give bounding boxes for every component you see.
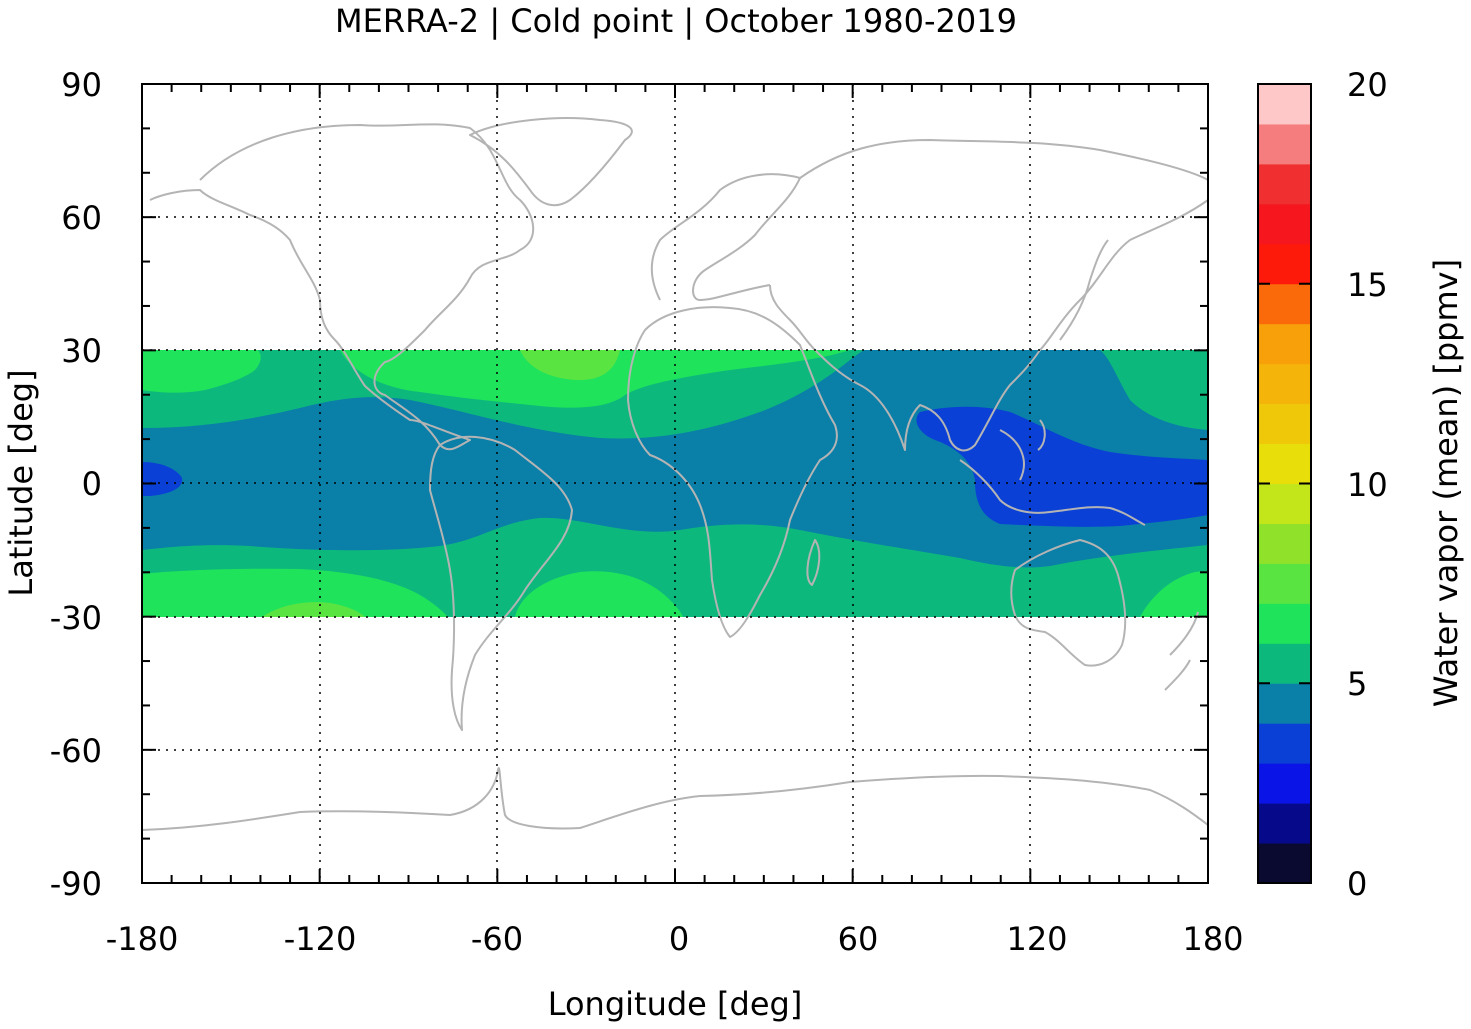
colorbar-swatch <box>1258 123 1311 165</box>
colorbar-swatch <box>1258 283 1311 325</box>
coastline-antarctica <box>141 767 1209 831</box>
colorbar-swatch <box>1258 843 1311 884</box>
colorbar-swatch <box>1258 803 1311 844</box>
colorbar-swatch <box>1258 163 1311 205</box>
water-vapor-field <box>142 350 1208 617</box>
x-tick-label: 180 <box>1182 920 1243 958</box>
coastline-greenland <box>469 117 633 207</box>
colorbar-swatch <box>1258 84 1311 125</box>
field-level-7-8-north-atlantic <box>520 350 620 381</box>
colorbar-swatch <box>1258 763 1311 804</box>
x-tick-label: 60 <box>838 920 879 958</box>
colorbar-swatch <box>1258 443 1311 484</box>
colorbar-tick-label: 0 <box>1347 865 1367 903</box>
colorbar-tick-label: 15 <box>1347 266 1388 304</box>
colorbar-swatch <box>1258 643 1311 684</box>
colorbar-swatch <box>1258 603 1311 644</box>
chart-title: MERRA-2 | Cold point | October 1980-2019 <box>335 2 1017 40</box>
colorbar-swatches <box>1258 84 1311 884</box>
coastlines <box>141 117 1209 831</box>
x-tick-label: -60 <box>471 920 523 958</box>
coastline-new-zealand <box>1164 611 1199 691</box>
coastline-north-america <box>149 123 535 451</box>
y-tick-label: -30 <box>50 599 102 637</box>
y-tick-label: 30 <box>61 332 102 370</box>
coastline-australia <box>1010 539 1127 667</box>
colorbar-swatch <box>1258 683 1311 724</box>
field-level-4-5-equatorial <box>142 350 1208 568</box>
field-level-6-7-south-west-pacific <box>1140 571 1208 617</box>
y-axis: 90 60 30 0 -30 -60 -90 Latitude [deg] <box>2 66 102 903</box>
x-tick-label: 120 <box>1006 920 1067 958</box>
field-level-6-7-south-pacific <box>142 568 448 617</box>
coastline-indonesia <box>959 419 1146 526</box>
field-level-3-4-dateline <box>142 462 183 496</box>
coastline-japan <box>1059 239 1109 341</box>
field-level-6-7-north-atlantic <box>340 350 850 408</box>
y-tick-label: -90 <box>50 865 102 903</box>
field-level-6-7-south-atlantic <box>515 571 683 617</box>
plot-area <box>141 83 1209 884</box>
colorbar-ticks <box>1258 282 1311 685</box>
grid-lines <box>142 84 1208 883</box>
colorbar-swatch <box>1258 243 1311 285</box>
colorbar-swatch <box>1258 723 1311 764</box>
colorbar-swatch <box>1258 403 1311 445</box>
colorbar-tick-label: 20 <box>1347 66 1388 104</box>
colorbar-swatch <box>1258 363 1311 405</box>
colorbar-tick-label: 5 <box>1347 665 1367 703</box>
minor-ticks <box>142 84 1208 883</box>
field-level-6-7-north-east-pacific <box>142 350 261 393</box>
colorbar-tick-label: 10 <box>1347 466 1388 504</box>
x-tick-label: -180 <box>106 920 179 958</box>
colorbar-swatch <box>1258 523 1311 564</box>
plot-frame <box>141 83 1209 884</box>
field-level-7-8-south-pacific <box>262 602 365 617</box>
colorbar-swatch <box>1258 563 1311 604</box>
x-tick-label: -120 <box>284 920 357 958</box>
colorbar-frame <box>1257 83 1312 884</box>
colorbar: 0 5 10 15 20 Water vapor (mean) [ppmv] <box>1257 66 1465 903</box>
coastline-europe <box>650 173 801 301</box>
x-tick-label: 0 <box>669 920 689 958</box>
coastline-south-america <box>429 435 573 731</box>
colorbar-swatch <box>1258 323 1311 365</box>
coastline-madagascar <box>806 539 821 586</box>
y-tick-label: 0 <box>82 465 102 503</box>
coastline-africa <box>627 306 838 638</box>
field-level-3-4-warm-pool <box>916 406 1208 527</box>
colorbar-swatch <box>1258 203 1311 245</box>
y-axis-label: Latitude [deg] <box>2 369 40 596</box>
y-tick-label: 60 <box>61 199 102 237</box>
x-axis: -180 -120 -60 0 60 120 180 Longitude [de… <box>106 920 1244 1023</box>
colorbar-label: Water vapor (mean) [ppmv] <box>1427 259 1465 707</box>
colorbar-swatch <box>1258 483 1311 524</box>
x-axis-label: Longitude [deg] <box>548 985 803 1023</box>
y-tick-label: -60 <box>50 732 102 770</box>
y-tick-label: 90 <box>61 66 102 104</box>
